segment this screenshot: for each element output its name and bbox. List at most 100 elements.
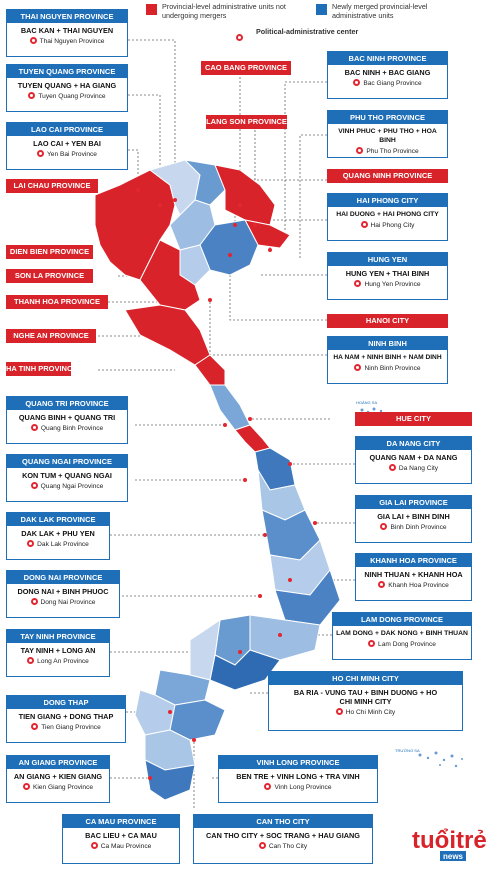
card-title: KHANH HOA PROVINCE [356, 554, 471, 567]
card-center: Phu Tho Province [328, 147, 447, 156]
map-shapes [94, 159, 341, 801]
red-son-la: SON LA PROVINCE [6, 269, 93, 283]
card-ho-chi-minh: HO CHI MINH CITY BA RIA - VUNG TAU + BIN… [268, 671, 463, 731]
legend-blue-swatch [316, 4, 327, 15]
card-merge: TUYEN QUANG + HA GIANG [17, 81, 117, 90]
center-pin-icon [356, 147, 364, 154]
card-title: CAN THO CITY [194, 815, 372, 828]
red-hue: HUE CITY [355, 412, 472, 426]
card-merge: HAI DUONG + HAI PHONG CITY [336, 211, 439, 218]
card-title: LAO CAI PROVINCE [7, 123, 127, 136]
card-merge: QUANG NAM + DA NANG [369, 453, 458, 462]
truong-sa-islands [418, 751, 463, 768]
card-title: DA NANG CITY [356, 437, 471, 450]
card-quang-tri: QUANG TRI PROVINCE QUANG BINH + QUANG TR… [6, 396, 128, 444]
quang-tri-blue [209, 384, 251, 431]
tay-ninh-light [189, 618, 221, 681]
card-center: Hai Phong City [328, 221, 447, 230]
center-pin-icon [90, 842, 98, 849]
card-ninh-binh: NINH BINH HA NAM + NINH BINH + NAM DINH … [327, 336, 448, 384]
card-merge: QUANG BINH + QUANG TRI [18, 413, 116, 422]
legend-red-text: Provincial-level administrative units no… [162, 2, 286, 20]
card-merge: VINH PHUC + PHU THO + HOA BINH [338, 128, 437, 144]
card-can-tho: CAN THO CITY CAN THO CITY + SOC TRANG + … [193, 814, 373, 864]
legend-center-pin-icon [236, 27, 246, 45]
card-center: Binh Dinh Province [356, 523, 471, 532]
center-pin-icon [335, 708, 343, 715]
card-center: Ca Mau Province [63, 842, 179, 851]
card-merge: LAO CAI + YEN BAI [33, 139, 101, 148]
card-center: Lam Dong Province [333, 640, 471, 649]
red-hanoi: HANOI CITY [327, 314, 448, 328]
center-pin-icon [31, 723, 39, 730]
red-dien-bien: DIEN BIEN PROVINCE [6, 245, 93, 259]
card-da-nang: DA NANG CITY QUANG NAM + DA NANG Da Nang… [355, 436, 472, 484]
card-merge: DONG NAI + BINH PHUOC [17, 587, 109, 596]
red-thanh-hoa: THANH HOA PROVINCE [6, 295, 108, 309]
card-merge: AN GIANG + KIEN GIANG [13, 772, 103, 781]
delta-blue [199, 219, 259, 276]
center-pin-icon [30, 598, 38, 605]
card-lam-dong: LAM DONG PROVINCE LAM DONG + DAK NONG + … [332, 612, 472, 660]
card-title: QUANG NGAI PROVINCE [7, 455, 127, 468]
card-bac-ninh: BAC NINH PROVINCE BAC NINH + BAC GIANG B… [327, 51, 448, 99]
card-center: Dak Lak Province [7, 540, 109, 549]
red-cao-bang: CAO BANG PROVINCE [201, 61, 291, 75]
svg-text:news: news [443, 852, 464, 861]
card-center: Vinh Long Province [219, 783, 377, 792]
card-merge: CAN THO CITY + SOC TRANG + HAU GIANG [206, 831, 360, 840]
card-gia-lai: GIA LAI PROVINCE GIA LAI + BINH DINH Bin… [355, 495, 472, 543]
card-merge: HA NAM + NINH BINH + NAM DINH [333, 354, 442, 361]
center-pin-icon [28, 92, 36, 99]
hue-red [234, 424, 271, 453]
card-merge: BAC NINH + BAC GIANG [344, 68, 431, 77]
card-center: Thai Nguyen Province [7, 37, 127, 46]
center-pin-icon [27, 657, 35, 664]
center-pin-icon [30, 424, 38, 431]
center-pin-icon [378, 581, 386, 588]
card-center: Khanh Hoa Province [356, 581, 471, 590]
card-hung-yen: HUNG YEN HUNG YEN + THAI BINH Hung Yen P… [327, 252, 448, 300]
card-merge: BAC LIEU + CA MAU [85, 831, 157, 840]
card-center: Quang Binh Province [7, 424, 127, 433]
center-pin-icon [258, 842, 266, 849]
legend-blue-text: Newly merged provincial-level administra… [332, 2, 428, 20]
card-merge: DAK LAK + PHU YEN [21, 529, 95, 538]
card-center: Ninh Binh Province [328, 364, 447, 373]
svg-text:tuổi: tuổi [412, 827, 456, 854]
center-pin-icon [368, 640, 376, 647]
card-title: CA MAU PROVINCE [63, 815, 179, 828]
tuoi-tre-logo: tuổi trẻ news [410, 820, 488, 864]
card-title: NINH BINH [328, 337, 447, 350]
card-center: Dong Nai Province [7, 598, 119, 607]
center-pin-icon [27, 540, 35, 547]
card-title: HAI PHONG CITY [328, 194, 447, 207]
red-quang-ninh: QUANG NINH PROVINCE [327, 169, 448, 183]
red-ha-tinh: HA TINH PROVINCE [6, 362, 77, 376]
card-title: HUNG YEN [328, 253, 447, 266]
card-center: Long An Province [7, 657, 109, 666]
card-title: LAM DONG PROVINCE [333, 613, 471, 626]
card-center: Can Tho City [194, 842, 372, 851]
card-title: VINH LONG PROVINCE [219, 756, 377, 769]
card-merge: LAM DONG + DAK NONG + BINH THUAN [336, 630, 468, 637]
card-title: QUANG TRI PROVINCE [7, 397, 127, 410]
card-title: HO CHI MINH CITY [269, 672, 462, 685]
card-center: Da Nang City [356, 464, 471, 473]
ha-tinh-red [194, 354, 226, 386]
center-pin-icon [22, 783, 30, 790]
center-pin-icon [380, 523, 388, 530]
card-tuyen-quang: TUYEN QUANG PROVINCE TUYEN QUANG + HA GI… [6, 64, 128, 112]
card-vinh-long: VINH LONG PROVINCE BEN TRE + VINH LONG +… [218, 755, 378, 803]
center-pin-icon [354, 280, 362, 287]
card-an-giang: AN GIANG PROVINCE AN GIANG + KIEN GIANG … [6, 755, 110, 803]
card-tay-ninh: TAY NINH PROVINCE TAY NINH + LONG AN Lon… [6, 629, 110, 677]
card-merge: KON TUM + QUANG NGAI [22, 471, 112, 480]
card-center: Hung Yen Province [328, 280, 447, 289]
truong-sa-label: TRƯỜNG SA [395, 748, 420, 753]
card-title: TUYEN QUANG PROVINCE [7, 65, 127, 78]
card-merge: NINH THUAN + KHANH HOA [364, 570, 463, 579]
card-title: AN GIANG PROVINCE [7, 756, 109, 769]
